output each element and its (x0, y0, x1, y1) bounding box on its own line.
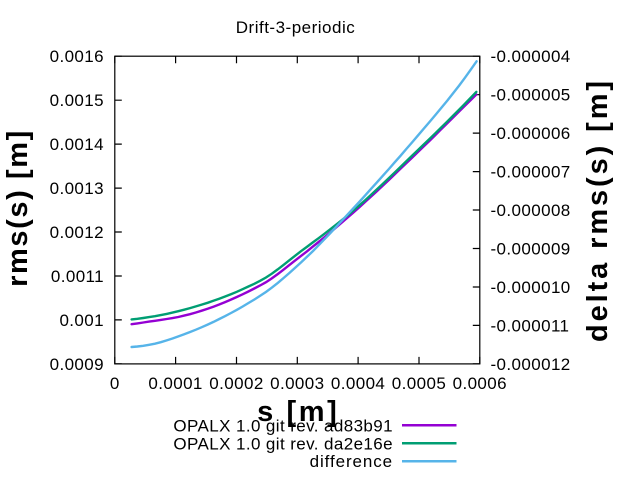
svg-text:Drift-3-periodic: Drift-3-periodic (236, 18, 355, 37)
svg-text:OPALX 1.0 git rev. ad83b91: OPALX 1.0 git rev. ad83b91 (173, 417, 393, 436)
svg-text:0.0001: 0.0001 (148, 374, 202, 393)
svg-text:delta rms(s) [m]: delta rms(s) [m] (582, 78, 614, 342)
svg-text:0.0013: 0.0013 (50, 179, 104, 198)
svg-text:s [m]: s [m] (257, 396, 339, 428)
svg-text:difference: difference (310, 452, 393, 471)
svg-text:-0.000012: -0.000012 (491, 355, 571, 374)
svg-text:-0.000005: -0.000005 (491, 86, 571, 105)
svg-text:rms(s) [m]: rms(s) [m] (2, 129, 34, 287)
svg-text:-0.000008: -0.000008 (491, 201, 571, 220)
svg-text:0.0015: 0.0015 (50, 91, 104, 110)
svg-text:-0.000010: -0.000010 (491, 278, 571, 297)
svg-text:0.0006: 0.0006 (453, 374, 507, 393)
svg-text:0.0004: 0.0004 (331, 374, 385, 393)
svg-text:0.0016: 0.0016 (50, 47, 104, 66)
svg-text:0.0002: 0.0002 (209, 374, 263, 393)
svg-text:0.0005: 0.0005 (392, 374, 446, 393)
svg-text:-0.000004: -0.000004 (491, 47, 571, 66)
svg-text:0.0014: 0.0014 (50, 135, 104, 154)
svg-text:0.001: 0.001 (59, 311, 104, 330)
svg-text:0.0003: 0.0003 (270, 374, 324, 393)
svg-text:0: 0 (110, 374, 120, 393)
svg-text:-0.000011: -0.000011 (491, 316, 570, 335)
svg-text:OPALX 1.0 git rev. da2e16e: OPALX 1.0 git rev. da2e16e (173, 435, 393, 454)
svg-text:0.0011: 0.0011 (51, 267, 104, 286)
svg-text:0.0009: 0.0009 (50, 355, 104, 374)
svg-text:-0.000006: -0.000006 (491, 124, 571, 143)
svg-text:0.0012: 0.0012 (50, 223, 104, 242)
svg-text:-0.000007: -0.000007 (491, 163, 571, 182)
svg-text:-0.000009: -0.000009 (491, 240, 571, 259)
